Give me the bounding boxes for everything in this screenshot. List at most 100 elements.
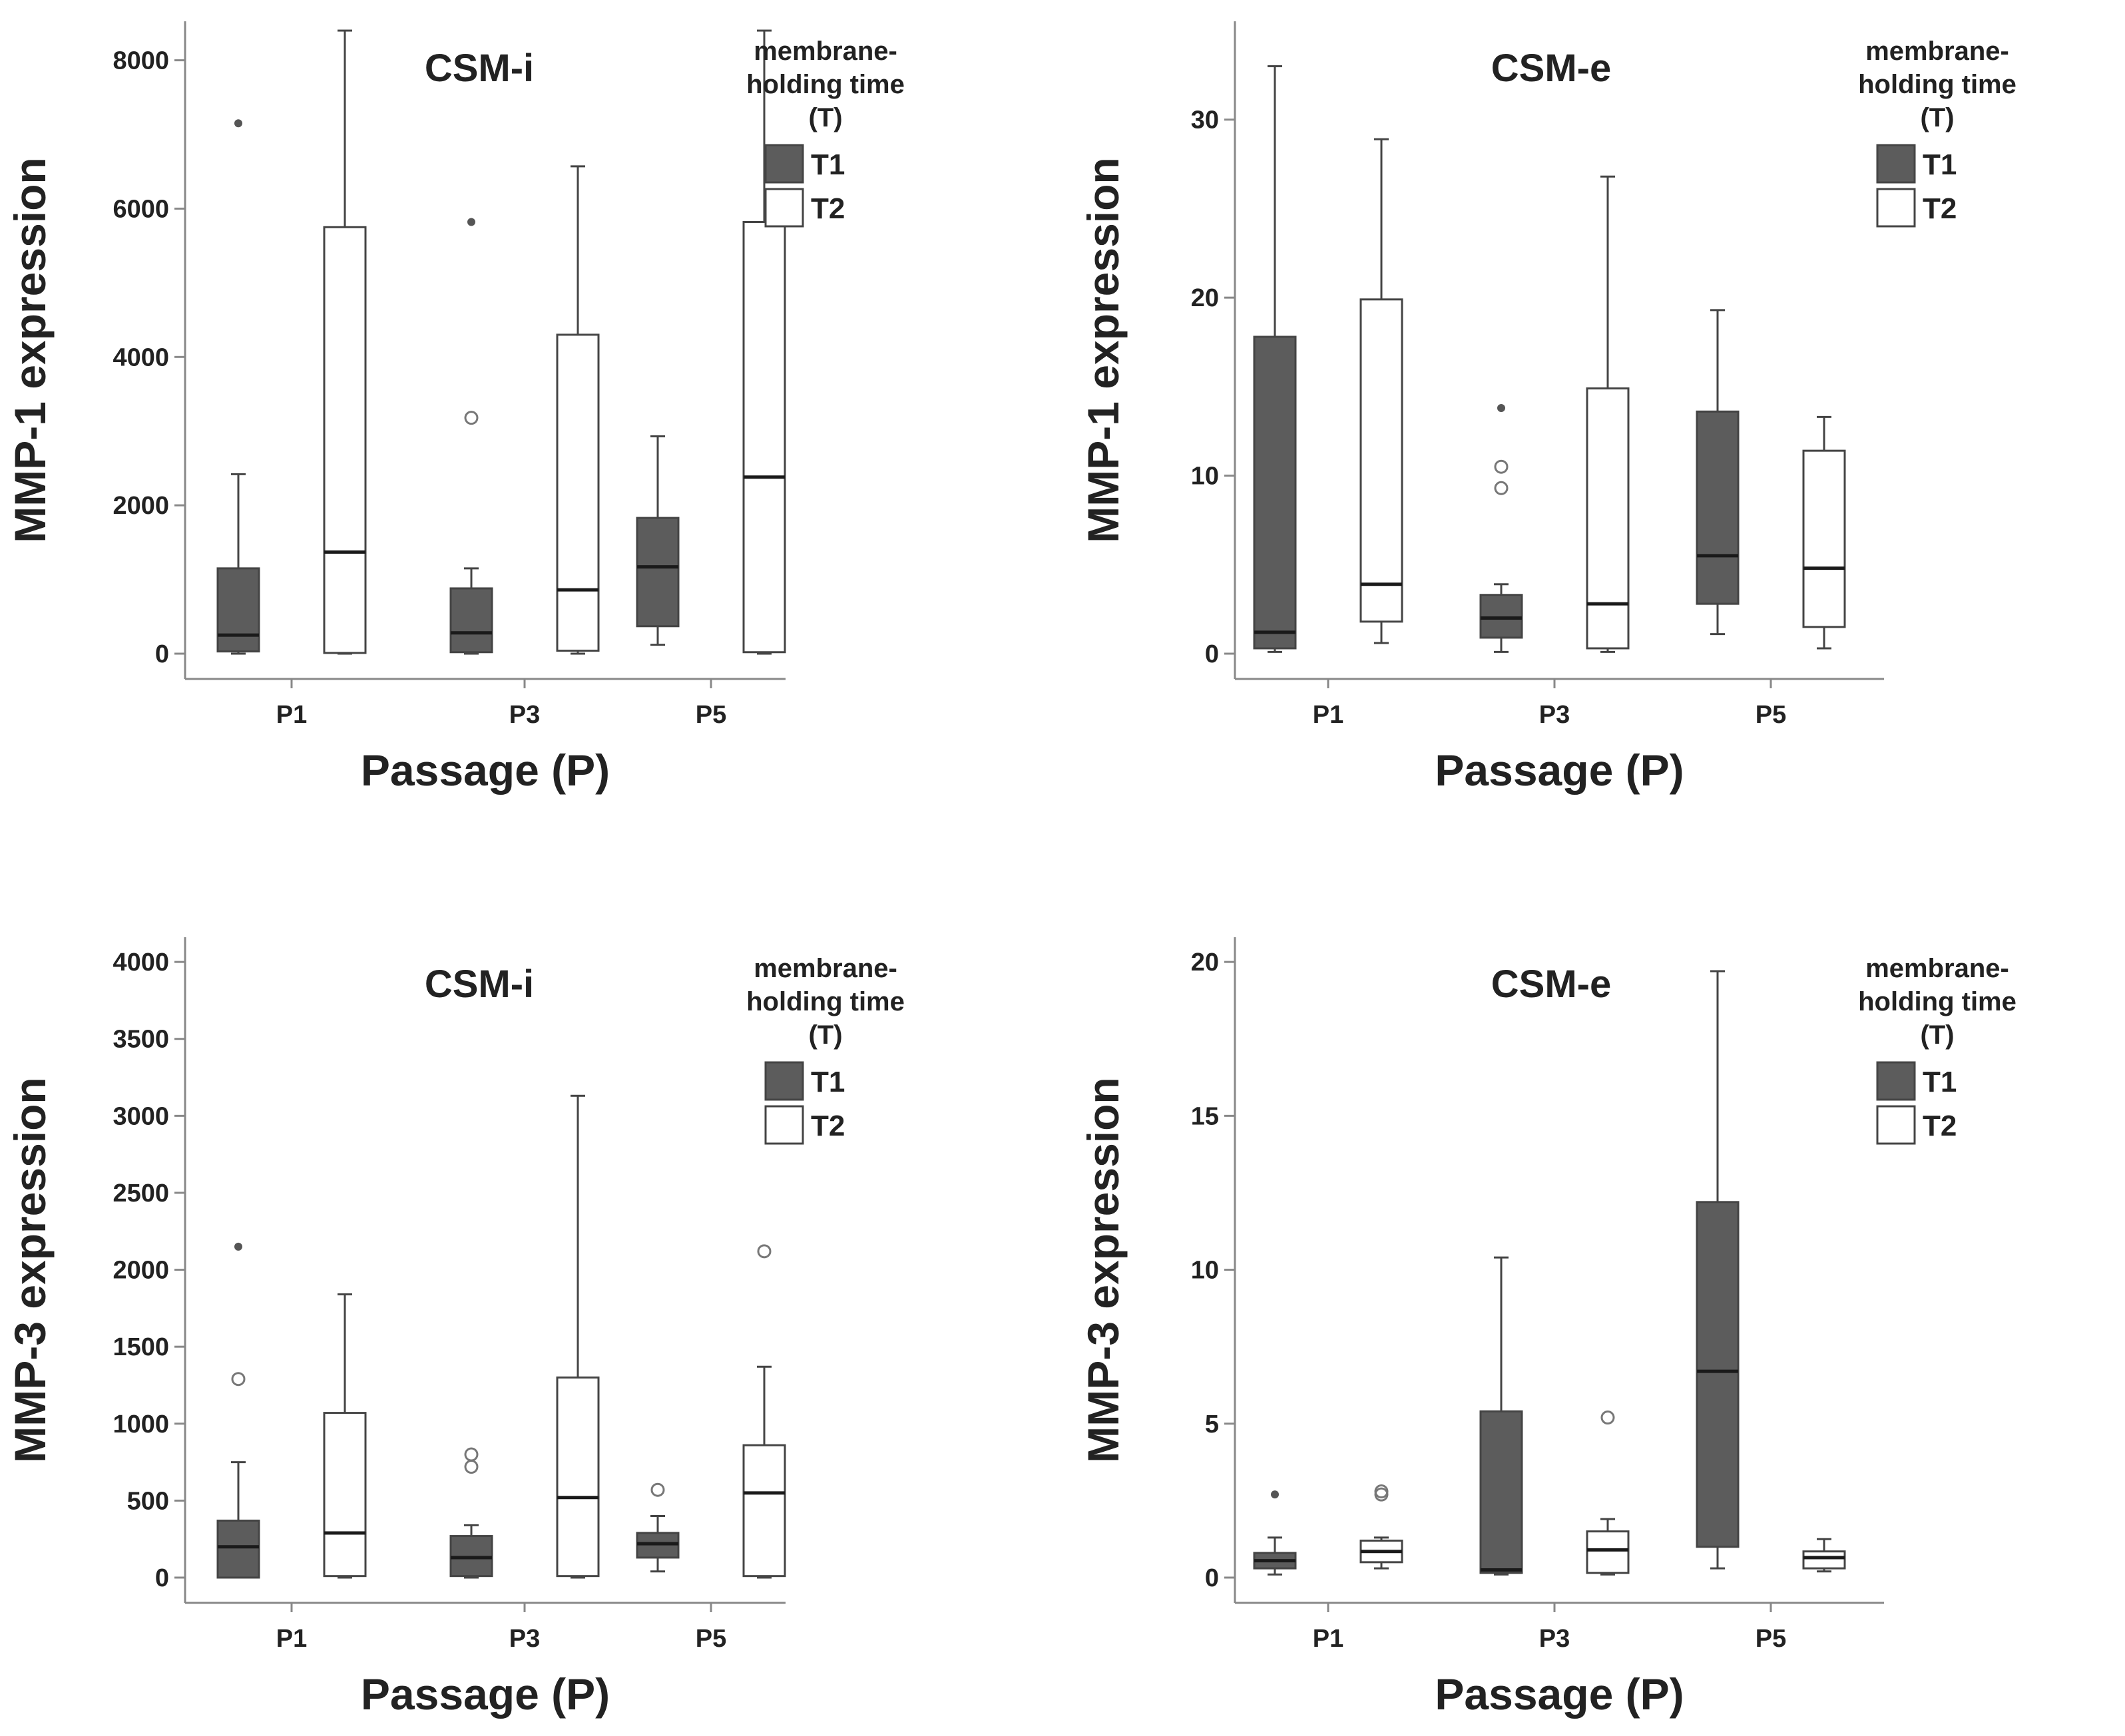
x-tick-label: P5 bbox=[696, 701, 726, 729]
legend-label: T2 bbox=[1923, 192, 1957, 225]
legend-title: holding time bbox=[746, 70, 905, 99]
x-tick-label: P1 bbox=[276, 701, 307, 729]
box-iqr bbox=[1479, 1410, 1523, 1574]
extreme-point bbox=[1271, 1490, 1279, 1499]
x-tick-label: P5 bbox=[696, 1625, 726, 1653]
box-t1-p3 bbox=[1479, 1256, 1523, 1576]
panel-2: 0 10 20 30 P1 P3 P5 CSM-e Passage (P) MMP-1 expre… bbox=[1078, 21, 2016, 795]
legend-title: (T) bbox=[808, 1020, 842, 1050]
y-tick-label: 2000 bbox=[113, 492, 169, 520]
box-iqr bbox=[742, 220, 786, 654]
x-axis-label: Passage (P) bbox=[361, 1669, 610, 1719]
chart-title: CSM-e bbox=[1491, 47, 1611, 90]
outlier-point bbox=[231, 1372, 246, 1387]
box-iqr bbox=[556, 333, 600, 652]
y-tick-label: 4000 bbox=[113, 949, 169, 977]
x-axis-label: Passage (P) bbox=[361, 746, 610, 795]
y-tick-label: 10 bbox=[1191, 1257, 1219, 1285]
y-tick-label: 1000 bbox=[113, 1410, 169, 1438]
y-tick-label: 0 bbox=[155, 640, 169, 668]
legend-title: (T) bbox=[1920, 103, 1954, 132]
box-iqr bbox=[449, 587, 493, 654]
box-t1-p1 bbox=[1253, 65, 1297, 653]
y-tick-label: 0 bbox=[1205, 640, 1219, 668]
box-t1-p3 bbox=[1479, 403, 1523, 653]
box-t2-p1 bbox=[323, 1293, 367, 1579]
box-iqr bbox=[323, 1412, 367, 1578]
y-tick-label: 500 bbox=[127, 1487, 169, 1515]
outlier-point bbox=[1600, 1410, 1615, 1425]
legend-title: (T) bbox=[1920, 1020, 1954, 1050]
panel-3: 0 500 1000 1500 2000 2500 3000 3500 4000 P1 P3 P5 CS… bbox=[5, 937, 905, 1719]
panel-1: 0 2000 4000 6000 8000 P1 P3 P5 CSM-i Passage (P) M… bbox=[5, 21, 905, 795]
extreme-point bbox=[234, 1242, 242, 1251]
box-t2-p5 bbox=[1802, 415, 1846, 650]
box-iqr bbox=[1696, 410, 1740, 605]
outlier-point bbox=[650, 1482, 665, 1497]
y-tick-label: 10 bbox=[1191, 463, 1219, 491]
legend-title: membrane- bbox=[1865, 37, 2009, 66]
box-iqr bbox=[323, 226, 367, 654]
box-t2-p1 bbox=[323, 29, 367, 655]
y-tick-label: 20 bbox=[1191, 284, 1219, 312]
box-t2-p3 bbox=[556, 165, 600, 655]
legend-title: membrane- bbox=[754, 37, 897, 66]
box-t1-p5 bbox=[636, 435, 680, 646]
outlier-point bbox=[757, 1244, 772, 1259]
box-iqr bbox=[742, 1444, 786, 1578]
x-tick-label: P5 bbox=[1756, 1625, 1786, 1653]
legend-swatch-t2 bbox=[1876, 1105, 1916, 1145]
extreme-point bbox=[467, 218, 475, 226]
box-t1-p1 bbox=[216, 1242, 260, 1579]
box-iqr bbox=[1253, 335, 1297, 650]
legend-swatch-t1 bbox=[1876, 1061, 1916, 1101]
box-iqr bbox=[1802, 449, 1846, 628]
legend-swatch-t2 bbox=[1876, 188, 1916, 228]
box-t2-p1 bbox=[1359, 1484, 1403, 1570]
x-tick-label: P3 bbox=[1539, 701, 1570, 729]
y-tick-label: 2000 bbox=[113, 1257, 169, 1285]
x-axis-label: Passage (P) bbox=[1435, 746, 1684, 795]
legend-title: holding time bbox=[746, 987, 905, 1016]
y-tick-label: 20 bbox=[1191, 949, 1219, 977]
outlier-point bbox=[1494, 481, 1509, 495]
legend-label: T1 bbox=[811, 148, 845, 181]
x-tick-label: P1 bbox=[1313, 1625, 1343, 1653]
box-iqr bbox=[1696, 1201, 1740, 1548]
box-iqr bbox=[1586, 1530, 1630, 1574]
chart-title: CSM-i bbox=[425, 47, 534, 90]
legend-label: T1 bbox=[1923, 1066, 1957, 1098]
legend-label: T2 bbox=[811, 192, 845, 225]
legend-title: membrane- bbox=[754, 954, 897, 983]
extreme-point bbox=[234, 119, 242, 128]
box-iqr bbox=[636, 517, 680, 628]
y-axis-label: MMP-1 expression bbox=[1078, 157, 1128, 543]
y-tick-label: 1500 bbox=[113, 1333, 169, 1361]
box-iqr bbox=[1802, 1550, 1846, 1570]
box-t2-p1 bbox=[1359, 138, 1403, 644]
y-tick-label: 8000 bbox=[113, 47, 169, 75]
legend: membrane-holding time (T) T1 T2 bbox=[746, 37, 905, 228]
legend-swatch-t1 bbox=[1876, 144, 1916, 184]
legend-swatch-t1 bbox=[764, 1061, 804, 1101]
legend-title: holding time bbox=[1858, 70, 2016, 99]
legend-label: T1 bbox=[811, 1066, 845, 1098]
x-tick-label: P1 bbox=[1313, 701, 1343, 729]
box-t1-p5 bbox=[1696, 309, 1740, 636]
x-tick-label: P3 bbox=[509, 1625, 540, 1653]
box-t2-p5 bbox=[742, 1244, 786, 1579]
y-tick-label: 30 bbox=[1191, 107, 1219, 134]
x-axis-label: Passage (P) bbox=[1435, 1669, 1684, 1719]
y-axis-label: MMP-1 expression bbox=[5, 157, 55, 543]
y-axis-label: MMP-3 expression bbox=[1078, 1077, 1128, 1463]
panel-4: 0 5 10 15 20 P1 P3 P5 CSM-e Passage (P) MMP-3 expr… bbox=[1078, 937, 2016, 1719]
y-tick-label: 0 bbox=[155, 1564, 169, 1592]
legend-title: membrane- bbox=[1865, 954, 2009, 983]
legend: membrane-holding time (T) T1 T2 bbox=[1858, 37, 2016, 228]
x-tick-label: P5 bbox=[1756, 701, 1786, 729]
box-iqr bbox=[556, 1376, 600, 1578]
box-iqr bbox=[1586, 387, 1630, 650]
outlier-point bbox=[1494, 459, 1509, 474]
legend-title: (T) bbox=[808, 103, 842, 132]
